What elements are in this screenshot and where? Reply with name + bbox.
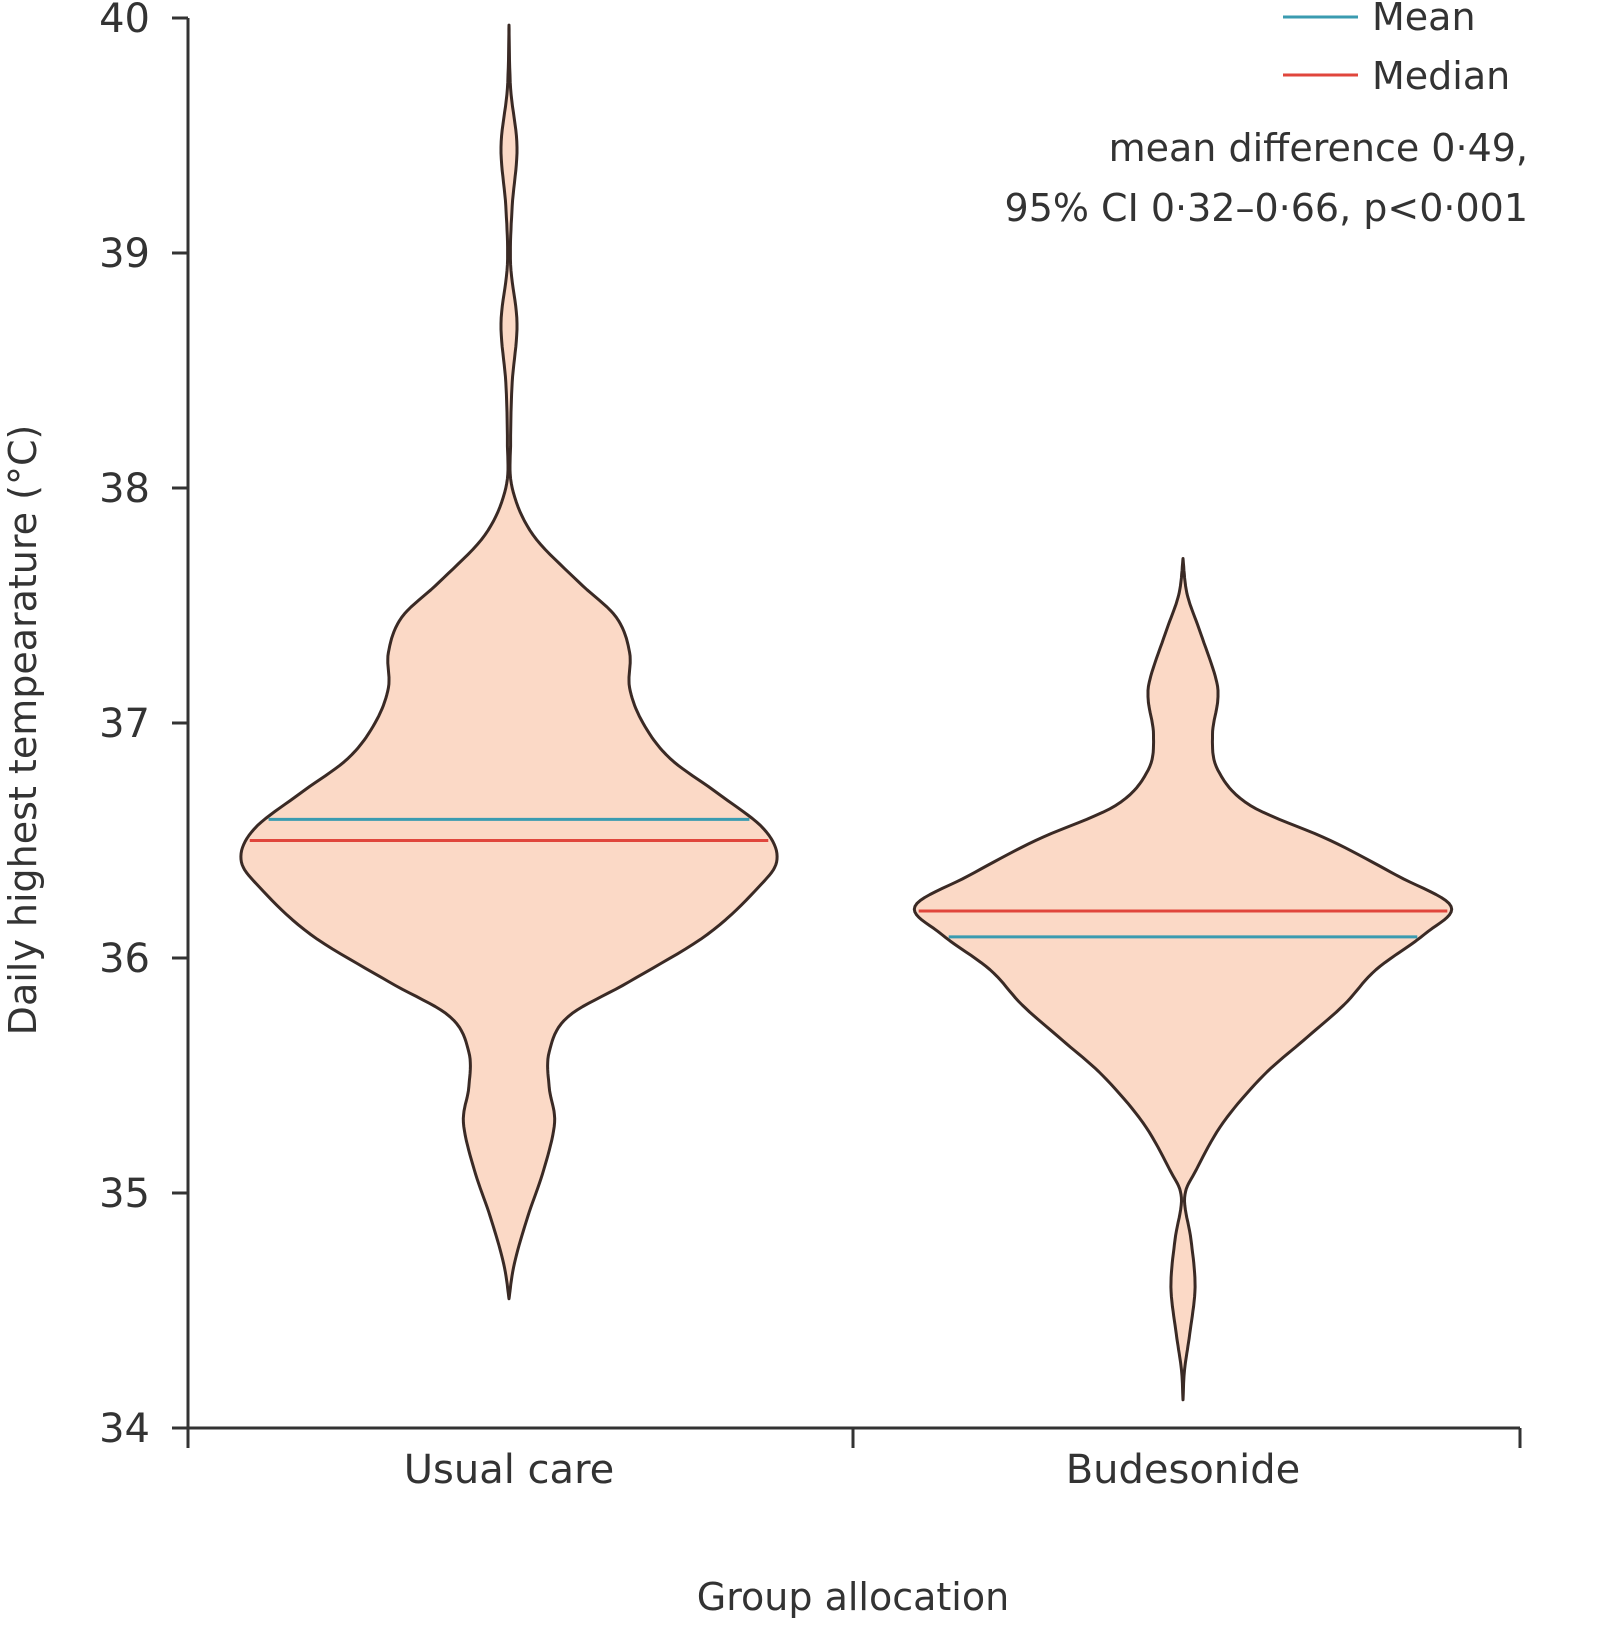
legend: Mean Median — [1283, 0, 1510, 98]
y-tick-label: 38 — [99, 466, 150, 512]
x-tick-label: Budesonide — [1066, 1447, 1301, 1493]
x-tick-label: Usual care — [404, 1447, 615, 1493]
y-tick-label: 36 — [99, 936, 150, 982]
axes: 34 35 36 37 38 39 40 Usual care Budesonide — [99, 0, 1522, 1493]
violins — [239, 23, 1454, 1402]
y-tick-label: 37 — [99, 701, 150, 747]
y-tick-label: 35 — [99, 1171, 150, 1217]
annotation-line-2: 95% CI 0·32–0·66, p<0·001 — [1005, 186, 1528, 230]
y-tick-label: 34 — [99, 1406, 150, 1452]
violin-usual-care — [239, 23, 779, 1301]
y-axis-title: Daily highest tempearature (°C) — [1, 425, 45, 1036]
legend-mean-label: Mean — [1372, 0, 1476, 39]
y-tick-label: 40 — [99, 0, 150, 42]
violin-body — [912, 557, 1454, 1402]
violin-budesonide — [912, 557, 1454, 1402]
y-tick-label: 39 — [99, 231, 150, 277]
violin-body — [239, 23, 779, 1301]
legend-median-label: Median — [1372, 54, 1510, 98]
annotation-line-1: mean difference 0·49, — [1109, 126, 1528, 170]
x-axis-title: Group allocation — [697, 1575, 1009, 1619]
